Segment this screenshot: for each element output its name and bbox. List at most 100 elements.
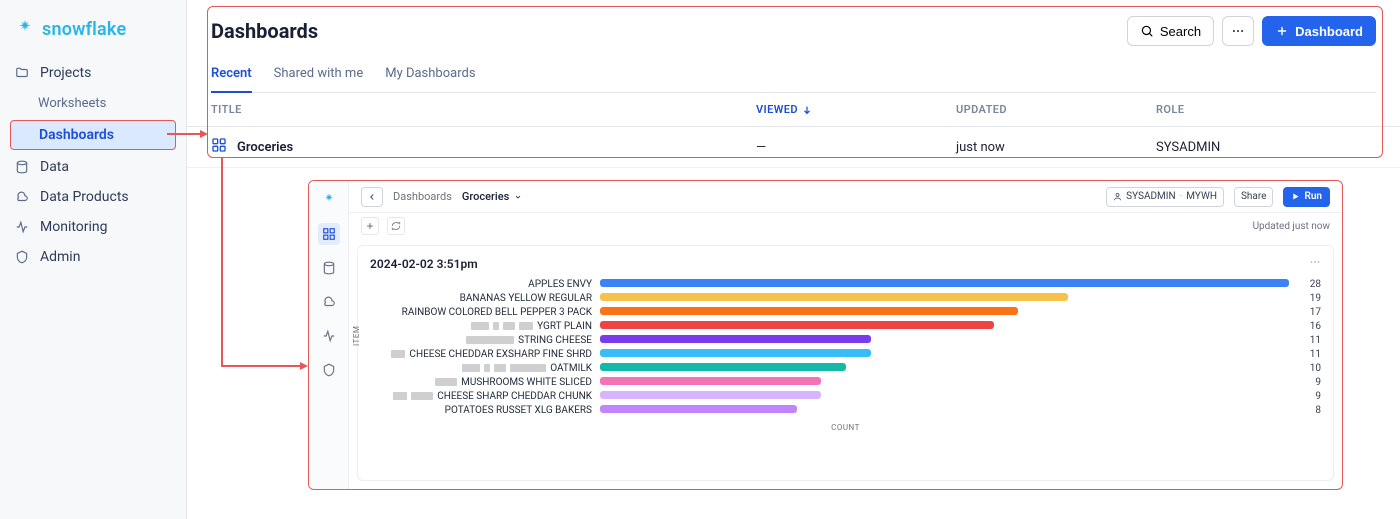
col-role: ROLE [1156,103,1376,116]
tile-more-button[interactable] [1309,256,1321,271]
tab-shared[interactable]: Shared with me [274,58,364,92]
sidebar-label: Dashboards [39,127,114,143]
rail-activity-icon[interactable] [318,325,340,347]
chart-value: 10 [1289,363,1321,374]
sidebar-item-monitoring[interactable]: Monitoring [0,212,186,242]
chart-category: x MUSHROOMS WHITE SLICED [370,377,600,388]
chart-value: 8 [1289,405,1321,416]
editor-topbar: Dashboards Groceries SYSADMIN · MYWH Sha… [349,181,1342,213]
sidebar-item-data-products[interactable]: Data Products [0,182,186,212]
col-updated: UPDATED [956,103,1156,116]
breadcrumb-root[interactable]: Dashboards [393,190,452,203]
chart-category: x CHEESE CHEDDAR EXSHARP FINE SHRD [370,349,600,360]
breadcrumb-current[interactable]: Groceries [462,190,522,203]
share-button[interactable]: Share [1234,187,1273,207]
arrow-down-icon [802,105,812,115]
sidebar-label: Projects [40,65,91,81]
role-warehouse-pill[interactable]: SYSADMIN · MYWH [1106,187,1224,207]
brand-text: snowflake [42,19,126,40]
chart-value: 17 [1289,307,1321,318]
annotation-arrowhead-1 [200,130,208,138]
search-icon [1140,24,1154,38]
sidebar-label: Admin [40,249,80,265]
chart-bar [600,363,1289,374]
chart-value: 11 [1289,335,1321,346]
chart-category: x STRING CHEESE [370,335,600,346]
refresh-icon [391,221,401,231]
editor-siderail [309,181,349,489]
col-title: TITLE [211,103,756,116]
col-viewed[interactable]: VIEWED [756,103,956,116]
chevron-left-icon [367,192,377,202]
rail-cloud-icon[interactable] [318,291,340,313]
chart-category: xxxx OATMILK [370,363,600,374]
chart-title: 2024-02-02 3:51pm [370,257,478,271]
rail-dashboard-icon[interactable] [318,223,340,245]
chart-category: xxxx YGRT PLAIN [370,321,600,332]
chart-bar [600,349,1289,360]
plus-icon [1275,24,1289,38]
chart-bar [600,321,1289,332]
more-horiz-icon [1231,24,1245,38]
row-role: SYSADMIN [1156,140,1376,155]
list-row[interactable]: Groceries — just now SYSADMIN [187,127,1400,168]
chart-bar [600,307,1289,318]
play-icon [1291,192,1300,201]
run-button[interactable]: Run [1283,187,1330,207]
chart-value: 28 [1289,279,1321,290]
sidebar-item-dashboards[interactable]: Dashboards [10,120,176,150]
tab-mine[interactable]: My Dashboards [385,58,475,92]
chart-xlabel: COUNT [370,423,1321,432]
rail-admin-icon[interactable] [318,359,340,381]
add-tile-button[interactable] [361,217,379,235]
editor-subbar: Updated just now [349,213,1342,239]
chart-body: ITEM APPLES ENVY28 BANANAS YELLOW REGULA… [370,279,1321,432]
chart-value: 16 [1289,321,1321,332]
search-label: Search [1160,24,1201,39]
sidebar-item-worksheets[interactable]: Worksheets [0,88,186,118]
more-horiz-icon [1309,256,1321,268]
list-header: TITLE VIEWED UPDATED ROLE [187,93,1400,127]
chart-ylabel: ITEM [352,325,361,345]
sidebar-label: Data [40,159,69,175]
more-button[interactable] [1222,16,1254,46]
sidebar-label: Worksheets [38,96,106,111]
folder-icon [14,66,30,80]
sidebar-item-projects[interactable]: Projects [0,58,186,88]
tab-recent[interactable]: Recent [211,58,252,93]
cloud-icon [14,190,30,204]
chart-category: POTATOES RUSSET XLG BAKERS [370,405,600,416]
back-button[interactable] [361,187,383,207]
chevron-down-icon [514,193,522,201]
chart-category: RAINBOW COLORED BELL PEPPER 3 PACK [370,307,600,318]
shield-icon [14,250,30,264]
chart-value: 19 [1289,293,1321,304]
dashboard-editor: Dashboards Groceries SYSADMIN · MYWH Sha… [308,180,1343,490]
new-dashboard-button[interactable]: Dashboard [1262,16,1376,46]
sidebar-item-data[interactable]: Data [0,152,186,182]
updated-text: Updated just now [1253,221,1330,232]
page-header: Dashboards Search Dashboard Recent Share… [187,0,1400,93]
chart-value: 9 [1289,391,1321,402]
sidebar-label: Monitoring [40,219,108,235]
chart-category: xx CHEESE SHARP CHEDDAR CHUNK [370,391,600,402]
sidebar: snowflake Projects Worksheets Dashboards… [0,0,187,519]
refresh-button[interactable] [387,217,405,235]
brand: snowflake [0,12,186,58]
search-button[interactable]: Search [1127,16,1214,46]
user-icon [1113,192,1122,201]
rail-logo-icon [318,189,340,211]
rail-data-icon[interactable] [318,257,340,279]
activity-icon [14,220,30,234]
annotation-arrowhead-2 [300,362,308,370]
sidebar-label: Data Products [40,189,129,205]
plus-icon [365,221,375,231]
new-dashboard-label: Dashboard [1295,24,1363,39]
chart-category: APPLES ENVY [370,279,600,290]
chart-bar [600,377,1289,388]
sidebar-item-admin[interactable]: Admin [0,242,186,272]
chart-bar [600,405,1289,416]
chart-value: 9 [1289,377,1321,388]
row-title: Groceries [237,140,293,155]
dashboard-tile-icon [211,137,227,157]
